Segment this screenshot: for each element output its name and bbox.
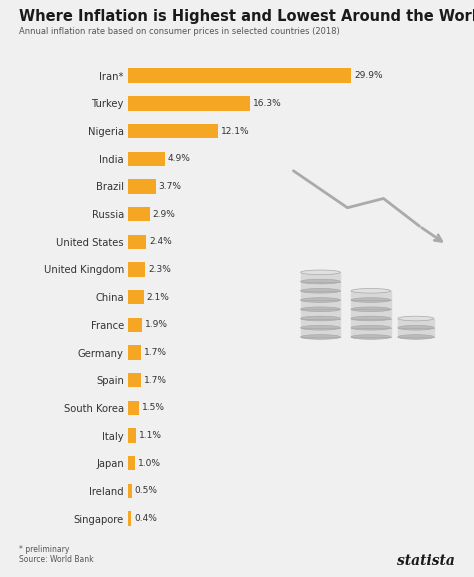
Bar	[128, 96, 250, 111]
Bar	[301, 291, 340, 300]
Bar	[351, 300, 391, 309]
Bar	[128, 428, 136, 443]
Bar	[351, 291, 391, 300]
Text: 2.9%: 2.9%	[153, 209, 175, 219]
Ellipse shape	[301, 335, 340, 339]
Bar	[128, 235, 146, 249]
Bar	[301, 282, 340, 291]
Text: Annual inflation rate based on consumer prices in selected countries (2018): Annual inflation rate based on consumer …	[19, 27, 340, 36]
Ellipse shape	[301, 298, 340, 302]
Bar	[301, 309, 340, 319]
Text: 1.7%: 1.7%	[144, 348, 167, 357]
Bar	[128, 484, 132, 498]
Bar	[301, 319, 340, 328]
Bar	[128, 318, 142, 332]
Text: 0.4%: 0.4%	[134, 514, 157, 523]
Ellipse shape	[301, 288, 340, 293]
Text: 1.9%: 1.9%	[145, 320, 168, 329]
Ellipse shape	[351, 288, 391, 293]
Bar	[301, 328, 340, 337]
Text: statista: statista	[397, 554, 455, 568]
Bar	[398, 328, 434, 337]
Text: 4.9%: 4.9%	[168, 154, 191, 163]
Text: 3.7%: 3.7%	[159, 182, 182, 191]
Ellipse shape	[398, 335, 434, 339]
Text: Where Inflation is Highest and Lowest Around the World: Where Inflation is Highest and Lowest Ar…	[19, 9, 474, 24]
Bar	[128, 263, 145, 276]
Bar	[128, 373, 141, 387]
Bar	[301, 272, 340, 282]
Bar	[398, 319, 434, 328]
Ellipse shape	[301, 270, 340, 275]
Ellipse shape	[351, 335, 391, 339]
Text: 29.9%: 29.9%	[354, 71, 383, 80]
Bar	[128, 69, 351, 83]
Bar	[128, 179, 155, 194]
Text: 2.4%: 2.4%	[149, 237, 172, 246]
Text: 12.1%: 12.1%	[221, 126, 250, 136]
Ellipse shape	[301, 325, 340, 330]
Text: 2.3%: 2.3%	[148, 265, 171, 274]
Ellipse shape	[398, 316, 434, 321]
Bar	[351, 328, 391, 337]
Text: 0.5%: 0.5%	[135, 486, 158, 496]
Ellipse shape	[398, 325, 434, 330]
Text: 1.1%: 1.1%	[139, 431, 162, 440]
Bar	[351, 319, 391, 328]
Bar	[128, 124, 219, 138]
Ellipse shape	[301, 316, 340, 321]
Bar	[128, 511, 131, 526]
Text: Source: World Bank: Source: World Bank	[19, 555, 93, 564]
Ellipse shape	[351, 325, 391, 330]
Ellipse shape	[301, 307, 340, 312]
Ellipse shape	[301, 279, 340, 284]
Ellipse shape	[351, 307, 391, 312]
Text: 2.1%: 2.1%	[146, 293, 170, 302]
Text: 1.7%: 1.7%	[144, 376, 167, 385]
Bar	[301, 300, 340, 309]
Bar	[128, 400, 139, 415]
FancyArrowPatch shape	[422, 228, 442, 241]
Ellipse shape	[351, 298, 391, 302]
Bar	[128, 207, 150, 222]
Bar	[128, 152, 164, 166]
Text: 1.0%: 1.0%	[138, 459, 162, 468]
Text: 1.5%: 1.5%	[142, 403, 165, 413]
Bar	[128, 345, 141, 359]
Bar	[128, 456, 136, 470]
Text: * preliminary: * preliminary	[19, 545, 69, 554]
Bar	[128, 290, 144, 304]
Text: 16.3%: 16.3%	[253, 99, 282, 108]
Ellipse shape	[351, 316, 391, 321]
Bar	[351, 309, 391, 319]
